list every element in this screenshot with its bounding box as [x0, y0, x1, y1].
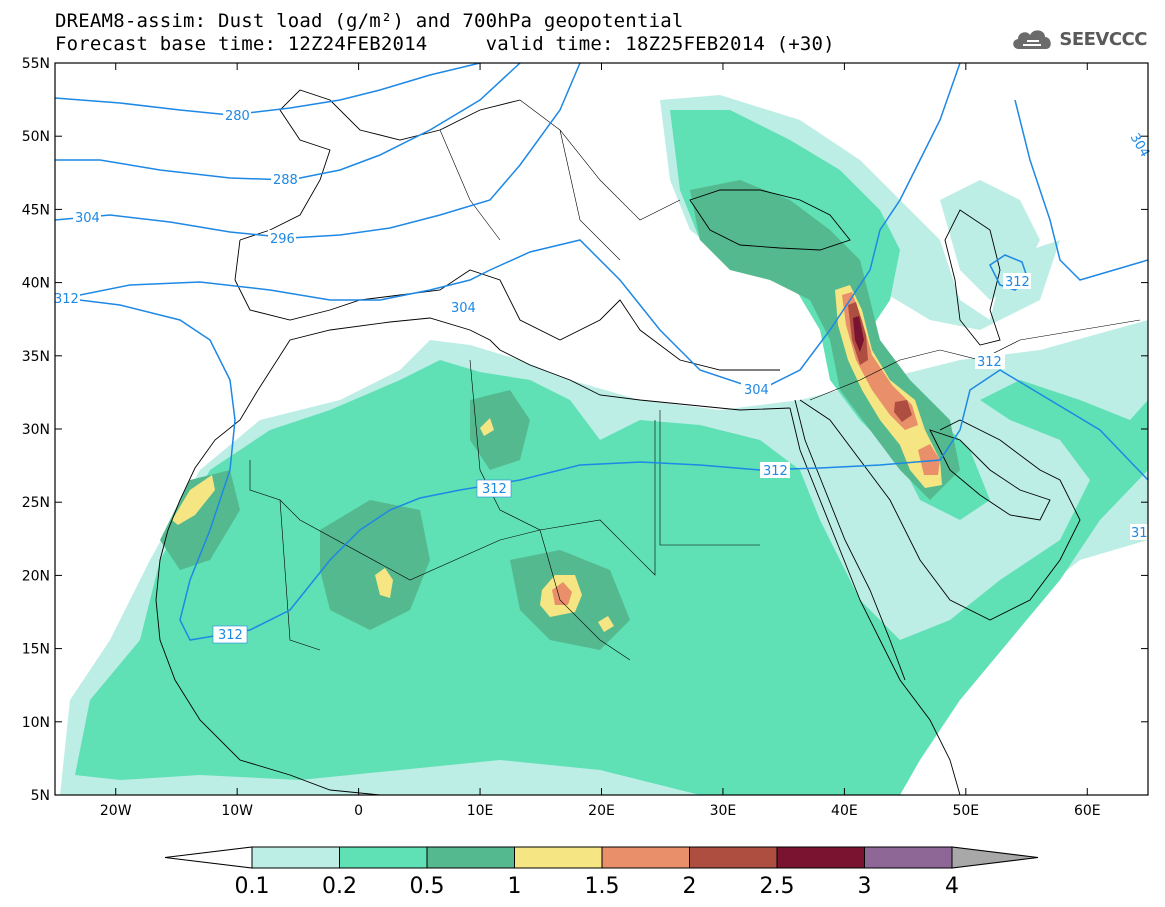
contour-label: 312 [1005, 275, 1030, 290]
contour-label: 312 [54, 292, 79, 307]
latitude-axis: 55N 50N 45N 40N 35N 30N 25N 20N 15N 10N 5N [22, 56, 1148, 804]
coast-black-sea [689, 189, 851, 251]
coast-west-africa [155, 389, 381, 795]
lat-tick-label: 50N [22, 129, 50, 145]
colorbar-over-arrow [951, 846, 1039, 869]
geopotential-contours [55, 63, 1148, 641]
coast-caspian [944, 209, 1001, 346]
lon-tick-label: 0 [354, 803, 363, 819]
dust-layer-brown-iraq-south [894, 400, 912, 422]
lat-tick-label: 20N [22, 568, 50, 584]
contour-label-group: 280 288 304 296 304 312 312 312 304 312 … [52, 107, 1152, 644]
contour-304-east [1014, 99, 1148, 281]
colorbar-label: 1 [508, 874, 522, 899]
contour-label: 312 [482, 482, 507, 497]
colorbar-swatch [251, 846, 340, 869]
dust-layer-yellow-mali [375, 568, 393, 598]
contour-312-main [55, 296, 1148, 641]
lon-tick-label: 30E [710, 803, 737, 819]
contour-label: 280 [225, 109, 250, 124]
contour-label: 304 [451, 301, 476, 316]
lat-tick-label: 15N [22, 642, 50, 658]
coast-red-sea [794, 399, 906, 681]
colorbar-swatch [426, 846, 515, 869]
contour-280 [55, 63, 481, 116]
lon-tick-label: 10W [221, 803, 253, 819]
colorbar-label: 2.5 [760, 874, 795, 899]
lat-tick-label: 45N [22, 202, 50, 218]
colorbar-label: 0.1 [235, 874, 270, 899]
border-europe [439, 99, 681, 261]
colorbar-label: 0.5 [410, 874, 445, 899]
dust-layer-yellow-sahara-west [172, 475, 215, 525]
contour-label: 312 [763, 464, 788, 479]
logo-text: SEEVCCC [1059, 28, 1147, 50]
longitude-axis: 20W 10W 0 10E 20E 30E 40E 50E 60E [100, 63, 1101, 819]
coast-france-uk [239, 89, 521, 241]
coastlines [155, 89, 1141, 795]
border-sahara-1 [279, 420, 656, 581]
coast-persian-gulf [929, 429, 1051, 521]
border-middle-east [809, 319, 1141, 401]
coast-north-africa [257, 317, 791, 411]
lon-tick-label: 20E [588, 803, 615, 819]
dust-layer-dark-libya [470, 390, 530, 470]
coast-arabia [799, 399, 1081, 621]
contour-label: 288 [273, 173, 298, 188]
dust-layer-yellow-chad-south [598, 616, 614, 632]
dust-layer-orange-kuwait [918, 444, 940, 475]
lon-tick-label: 50E [952, 803, 979, 819]
contour-288 [55, 63, 521, 181]
colorbar-label: 2 [683, 874, 697, 899]
colorbar-label: 4 [945, 874, 959, 899]
lat-tick-label: 10N [22, 715, 50, 731]
coast-east-africa [789, 407, 961, 795]
colorbar-label: 1.5 [585, 874, 620, 899]
colorbar-label: 0.2 [322, 874, 357, 899]
lat-tick-label: 35N [22, 349, 50, 365]
lon-tick-label: 60E [1074, 803, 1101, 819]
border-sahara-3 [469, 359, 631, 661]
lon-tick-label: 20W [100, 803, 132, 819]
dust-layer-dark-west [160, 470, 240, 570]
contour-label: 312 [218, 628, 243, 643]
cloud-icon [1013, 30, 1052, 49]
dust-layer-dark-mali [320, 500, 430, 630]
border-egypt [659, 410, 760, 546]
colorbar-swatch [864, 846, 953, 869]
dust-layer-light-kazakh [940, 180, 1040, 300]
border-sahara-2 [249, 460, 321, 651]
dust-layer-maroon-iraq [853, 316, 864, 352]
lat-tick-label: 25N [22, 495, 50, 511]
contour-296 [55, 63, 581, 239]
contour-label: 304 [744, 383, 769, 398]
contour-label: 31 [1131, 526, 1148, 541]
contour-label: 304 [75, 211, 100, 226]
lat-tick-label: 5N [31, 788, 50, 804]
colorbar-swatch [776, 846, 865, 869]
colorbar-swatch [689, 846, 778, 869]
seevccc-logo: SEEVCCC [1009, 24, 1147, 54]
lat-tick-label: 40N [22, 276, 50, 292]
colorbar-swatch [339, 846, 428, 869]
map-title-line1: DREAM8-assim: Dust load (g/m²) and 700hP… [55, 10, 684, 32]
colorbar-under-arrow [164, 846, 253, 869]
contour-304 [55, 63, 961, 391]
lat-tick-label: 30N [22, 422, 50, 438]
contour-label: 296 [270, 232, 295, 247]
lat-tick-label: 55N [22, 56, 50, 72]
dust-layer-yellow-libya [480, 418, 494, 436]
coast-europe-west [234, 239, 780, 371]
map-title-line2: Forecast base time: 12Z24FEB2014 valid t… [55, 33, 835, 55]
colorbar-label: 3 [858, 874, 872, 899]
colorbar-swatch [601, 846, 690, 869]
colorbar-swatch [514, 846, 603, 869]
lon-tick-label: 10E [467, 803, 494, 819]
lon-tick-label: 40E [831, 803, 858, 819]
dust-layer-orange-chad [552, 582, 572, 605]
colorbar: 0.1 0.2 0.5 1 1.5 2 2.5 3 4 [164, 846, 1039, 899]
dust-fields [60, 95, 1148, 795]
contour-label: 312 [977, 355, 1002, 370]
